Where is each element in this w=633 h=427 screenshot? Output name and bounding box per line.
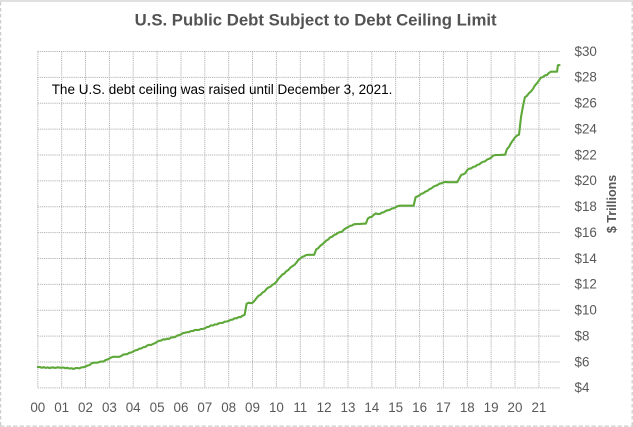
- svg-text:$22: $22: [575, 147, 597, 162]
- svg-text:18: 18: [460, 400, 475, 415]
- svg-text:$10: $10: [575, 303, 597, 318]
- svg-text:02: 02: [78, 400, 93, 415]
- svg-text:09: 09: [245, 400, 260, 415]
- svg-text:19: 19: [484, 400, 499, 415]
- svg-text:$16: $16: [575, 225, 597, 240]
- svg-text:04: 04: [126, 400, 141, 415]
- svg-text:14: 14: [364, 400, 379, 415]
- svg-text:10: 10: [269, 400, 284, 415]
- svg-text:07: 07: [197, 400, 212, 415]
- svg-text:12: 12: [317, 400, 332, 415]
- svg-text:The U.S. debt ceiling was rais: The U.S. debt ceiling was raised until D…: [52, 82, 393, 97]
- svg-text:$8: $8: [575, 328, 590, 343]
- svg-text:$24: $24: [575, 121, 598, 136]
- svg-text:15: 15: [388, 400, 403, 415]
- svg-text:$18: $18: [575, 199, 597, 214]
- svg-text:11: 11: [293, 400, 307, 415]
- svg-text:01: 01: [54, 400, 69, 415]
- svg-text:03: 03: [102, 400, 117, 415]
- svg-text:$26: $26: [575, 96, 597, 111]
- svg-text:$30: $30: [575, 44, 597, 59]
- svg-text:05: 05: [150, 400, 165, 415]
- svg-text:13: 13: [341, 400, 356, 415]
- svg-text:$4: $4: [575, 380, 590, 395]
- svg-text:$14: $14: [575, 251, 598, 266]
- svg-text:20: 20: [508, 400, 523, 415]
- svg-text:06: 06: [174, 400, 189, 415]
- svg-text:16: 16: [412, 400, 427, 415]
- svg-text:00: 00: [30, 400, 45, 415]
- svg-text:21: 21: [531, 400, 546, 415]
- svg-text:08: 08: [221, 400, 236, 415]
- svg-text:U.S. Public Debt Subject to De: U.S. Public Debt Subject to Debt Ceiling…: [135, 10, 497, 29]
- svg-text:17: 17: [436, 400, 451, 415]
- svg-text:$28: $28: [575, 70, 597, 85]
- svg-text:$20: $20: [575, 173, 597, 188]
- svg-text:$12: $12: [575, 277, 597, 292]
- svg-text:$ Trillions: $ Trillions: [605, 175, 619, 233]
- svg-text:$6: $6: [575, 354, 590, 369]
